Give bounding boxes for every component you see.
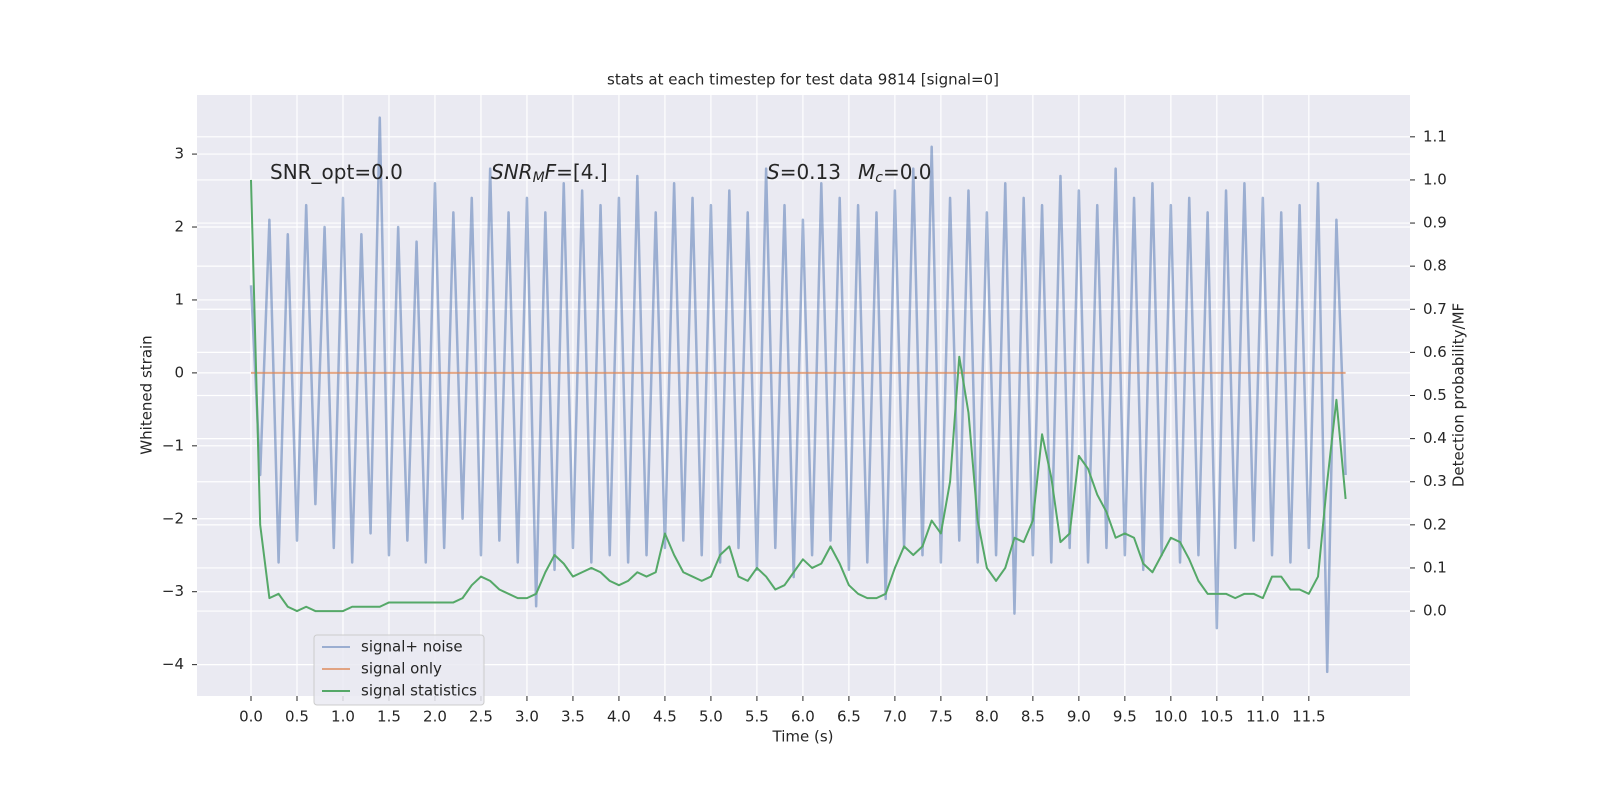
y2-tick-label: 0.3 [1423, 472, 1447, 490]
annotation-part: S [767, 160, 780, 184]
x-tick-label: 3.5 [561, 708, 585, 726]
x-tick-label: 10.5 [1200, 708, 1233, 726]
y-tick-label: −1 [162, 436, 184, 454]
series-line [249, 116, 1347, 674]
y2-tick-label: 0.9 [1423, 214, 1447, 232]
y-tick-label: 0 [174, 363, 184, 381]
legend-label: signal+ noise [361, 638, 463, 656]
y2-tick-label: 0.1 [1423, 558, 1447, 576]
y2-tick-label: 0.6 [1423, 343, 1447, 361]
y2-tick-label: 1.1 [1423, 127, 1447, 145]
y-tick-label: −3 [162, 582, 184, 600]
annotation-part: =[4.] [556, 160, 607, 184]
annotation-part: M [858, 160, 875, 184]
x-tick-label: 10.0 [1154, 708, 1187, 726]
x-tick-label: 7.0 [883, 708, 907, 726]
series-line [249, 179, 1347, 613]
y2-tick-label: 0.5 [1423, 386, 1447, 404]
chart-title: stats at each timestep for test data 981… [607, 71, 999, 89]
annotation-part: SNR [491, 160, 533, 184]
y-tick-label: 1 [174, 290, 184, 308]
x-tick-label: 8.5 [1021, 708, 1045, 726]
y-tick-label: 3 [174, 145, 184, 163]
x-tick-label: 6.5 [837, 708, 861, 726]
x-tick-label: 4.5 [653, 708, 677, 726]
x-tick-label: 0.5 [285, 708, 309, 726]
x-tick-label: 11.0 [1246, 708, 1279, 726]
annotation: SNR_opt=0.0 [270, 160, 403, 184]
x-tick-label: 4.0 [607, 708, 631, 726]
annotation: SNRMF=[4.] [491, 160, 608, 187]
x-tick-label: 11.5 [1292, 708, 1325, 726]
annotation-part: F [545, 160, 557, 184]
annotation: Mc=0.0 [858, 160, 932, 187]
y2-axis-label: Detection probability/MF [1450, 303, 1468, 487]
annotation-part: M [533, 170, 545, 186]
y-tick-label: −2 [162, 509, 184, 527]
x-tick-label: 6.0 [791, 708, 815, 726]
x-tick-label: 5.5 [745, 708, 769, 726]
annotation-part: SNR_opt=0.0 [270, 160, 403, 184]
y2-tick-label: 0.0 [1423, 602, 1447, 620]
annotation-part: =0.13 [780, 160, 841, 184]
annotation-part: c [875, 170, 883, 186]
x-tick-label: 9.0 [1067, 708, 1091, 726]
legend-label: signal statistics [361, 682, 477, 700]
x-tick-label: 5.0 [699, 708, 723, 726]
annotation: S=0.13 [767, 160, 841, 184]
x-tick-label: 9.5 [1113, 708, 1137, 726]
x-tick-label: 7.5 [929, 708, 953, 726]
y-tick-label: 2 [174, 218, 184, 236]
x-tick-label: 2.5 [469, 708, 493, 726]
x-tick-label: 1.5 [377, 708, 401, 726]
annotation-part: =0.0 [883, 160, 932, 184]
legend-box [313, 634, 485, 706]
x-tick-label: 3.0 [515, 708, 539, 726]
y-axis-label: Whitened strain [138, 335, 156, 454]
legend-label: signal only [361, 660, 442, 678]
y2-tick-label: 0.2 [1423, 515, 1447, 533]
y2-tick-label: 1.0 [1423, 170, 1447, 188]
y2-tick-label: 0.4 [1423, 429, 1447, 447]
y-tick-label: −4 [162, 655, 184, 673]
y2-tick-label: 0.7 [1423, 300, 1447, 318]
x-tick-label: 0.0 [239, 708, 263, 726]
x-tick-label: 2.0 [423, 708, 447, 726]
x-axis-label: Time (s) [772, 728, 834, 746]
x-tick-label: 8.0 [975, 708, 999, 726]
y2-tick-label: 0.8 [1423, 257, 1447, 275]
x-tick-label: 1.0 [331, 708, 355, 726]
